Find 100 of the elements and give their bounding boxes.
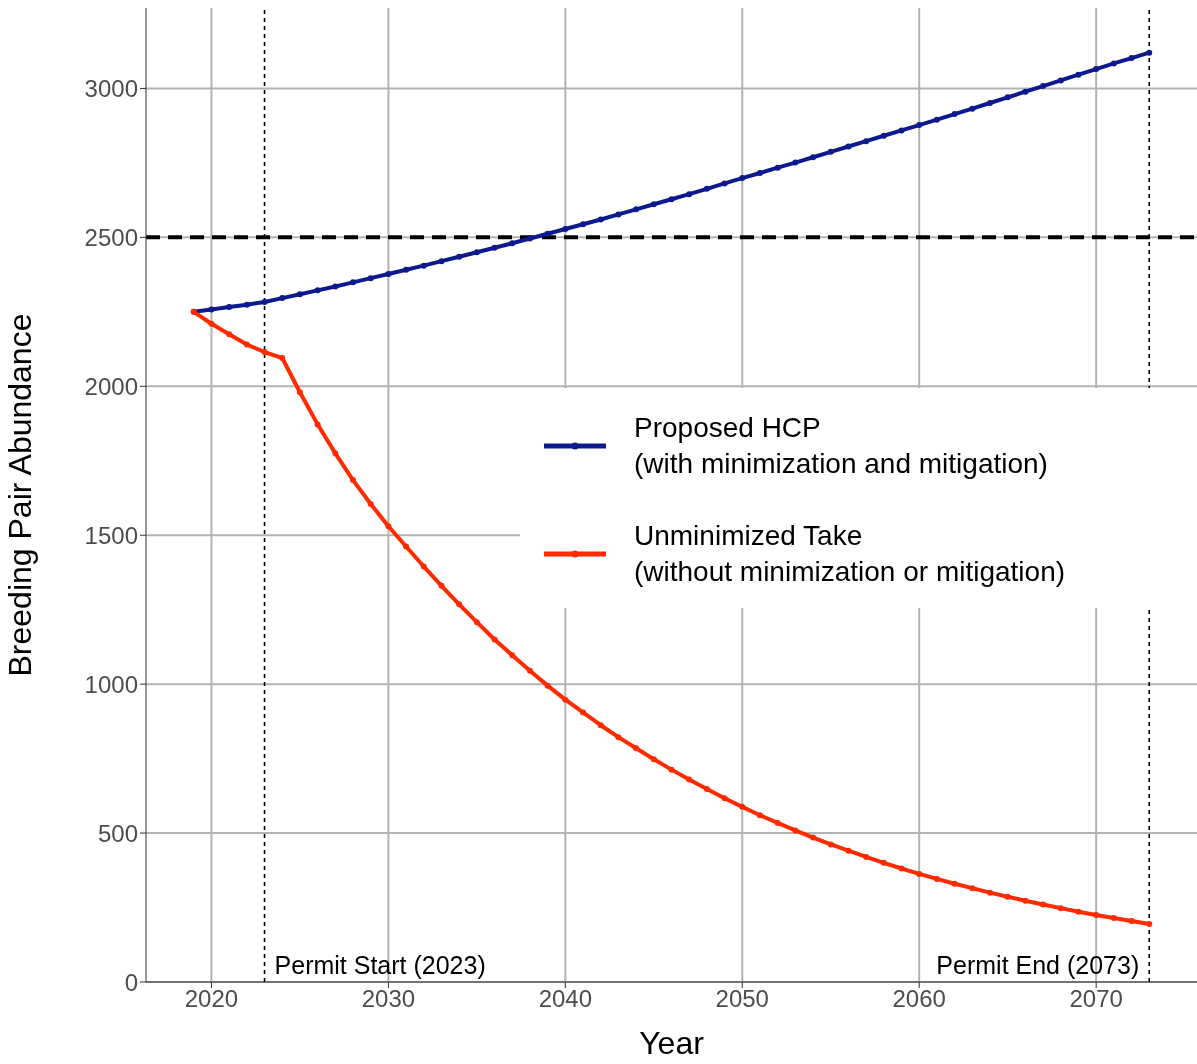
point: [438, 258, 445, 265]
point: [792, 827, 799, 834]
point: [986, 100, 993, 107]
point: [739, 175, 746, 182]
point: [1075, 71, 1082, 78]
point: [491, 244, 498, 251]
point: [1128, 917, 1135, 924]
point: [774, 819, 781, 826]
x-tick-label: 2050: [715, 985, 769, 1013]
point: [473, 619, 480, 626]
point: [243, 341, 250, 348]
point: [863, 853, 870, 860]
point: [296, 389, 303, 396]
point: [261, 298, 268, 305]
point: [296, 291, 303, 298]
point: [916, 122, 923, 129]
point: [951, 880, 958, 887]
point: [633, 206, 640, 213]
point: [1057, 77, 1064, 84]
point: [226, 331, 233, 338]
point: [544, 230, 551, 237]
point: [650, 201, 657, 208]
x-tick-label: 2040: [538, 985, 593, 1013]
point: [243, 301, 250, 308]
point: [367, 500, 374, 507]
y-tick-label: 1000: [84, 670, 138, 698]
point: [880, 132, 887, 139]
point: [721, 180, 728, 187]
point: [1040, 83, 1047, 90]
point: [898, 127, 905, 134]
y-tick-label: 500: [97, 819, 138, 847]
point: [668, 196, 675, 203]
x-tick-label: 2020: [184, 985, 239, 1013]
x-tick-label: 2060: [892, 985, 946, 1013]
point: [1075, 908, 1082, 915]
point: [261, 349, 268, 356]
point: [810, 154, 817, 161]
ref-line-label: Permit End (2073): [936, 951, 1140, 979]
point: [314, 287, 321, 294]
point: [438, 582, 445, 589]
point: [526, 667, 533, 674]
x-tick-label: 2070: [1069, 985, 1123, 1013]
point: [350, 477, 357, 484]
point: [226, 304, 233, 311]
point: [1110, 60, 1117, 67]
point: [1110, 914, 1117, 921]
point: [739, 803, 746, 810]
point: [597, 216, 604, 223]
point: [650, 756, 657, 763]
point: [615, 211, 622, 218]
point: [420, 563, 427, 570]
point: [403, 266, 410, 273]
point: [279, 354, 286, 361]
point: [686, 776, 693, 783]
point: [385, 270, 392, 277]
x-axis-title: Year: [639, 1025, 705, 1061]
point: [898, 865, 905, 872]
ref-line-label: Permit Start (2023): [274, 951, 486, 979]
point: [491, 636, 498, 643]
point: [1022, 88, 1029, 95]
point: [385, 523, 392, 530]
point: [597, 722, 604, 729]
point: [703, 785, 710, 792]
point: [756, 812, 763, 819]
point: [580, 221, 587, 228]
point: [810, 834, 817, 841]
y-tick-label: 1500: [84, 521, 138, 549]
point: [562, 696, 569, 703]
point: [615, 734, 622, 741]
point: [863, 138, 870, 145]
y-tick-label: 2500: [84, 223, 138, 251]
point: [1004, 893, 1011, 900]
point: [580, 709, 587, 716]
point: [827, 841, 834, 848]
point: [314, 421, 321, 428]
point: [1040, 901, 1047, 908]
point: [686, 191, 693, 198]
point: [279, 295, 286, 302]
point: [933, 116, 940, 123]
point: [403, 543, 410, 550]
legend-label: Proposed HCP (with minimization and mitigation): [634, 411, 1048, 481]
y-axis-title: Breeding Pair Abundance: [2, 313, 39, 677]
point: [633, 745, 640, 752]
point: [350, 279, 357, 286]
point: [916, 870, 923, 877]
point: [933, 875, 940, 882]
point: [1093, 66, 1100, 73]
y-tick-label: 3000: [84, 74, 138, 102]
point: [756, 170, 763, 177]
point: [845, 847, 852, 854]
point: [969, 885, 976, 892]
point: [332, 283, 339, 290]
point: [986, 889, 993, 896]
point: [1146, 49, 1153, 56]
point: [1146, 920, 1153, 927]
x-tick-label: 2030: [361, 985, 416, 1013]
point: [1128, 55, 1135, 62]
point: [721, 795, 728, 802]
point: [420, 262, 427, 269]
point: [969, 105, 976, 112]
